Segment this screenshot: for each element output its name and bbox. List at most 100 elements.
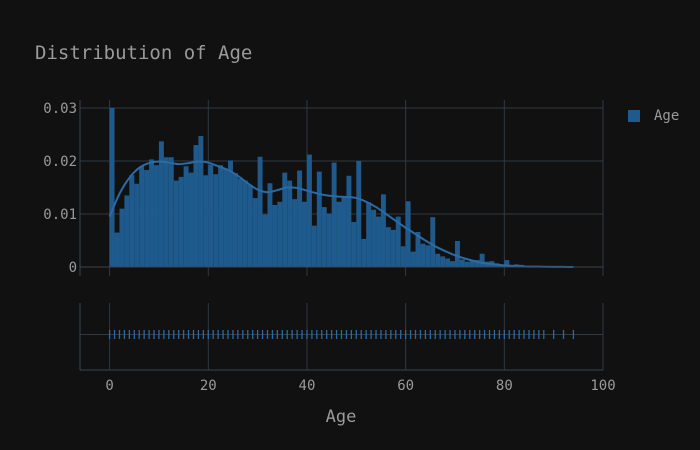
histogram-bar [124, 195, 130, 267]
histogram-bar [158, 141, 164, 267]
histogram-bar [499, 265, 505, 267]
histogram-bar [257, 156, 263, 267]
histogram-bar [400, 246, 406, 267]
histogram-bar [415, 232, 421, 267]
histogram-bar [237, 178, 243, 267]
histogram-bar [183, 166, 189, 267]
kde-line [108, 160, 574, 268]
histogram-bar [282, 172, 288, 267]
histogram-bar [228, 160, 233, 267]
legend[interactable]: Age [628, 108, 679, 124]
histogram-bar [474, 260, 480, 267]
histogram-bar [336, 201, 342, 267]
x-tick-label: 60 [397, 378, 414, 394]
histogram-bar [410, 251, 416, 267]
histogram-bar [163, 157, 169, 267]
x-tick-label: 20 [200, 378, 217, 394]
chart-title: Distribution of Age [35, 42, 253, 64]
histogram-bar [232, 173, 238, 267]
histogram-bar [302, 201, 307, 267]
x-axis-title: Age [326, 407, 357, 427]
histogram-bar [213, 174, 219, 267]
histogram-bar [129, 175, 135, 267]
histogram-bar [144, 169, 150, 267]
histogram-bar [134, 183, 140, 267]
histogram-bar [376, 216, 381, 267]
histogram-bar [277, 201, 283, 267]
histogram-bar [445, 258, 451, 267]
histogram-bar [223, 168, 229, 267]
histogram-bar [178, 176, 184, 267]
y-tick-label: 0 [69, 260, 77, 276]
histogram-bar [149, 159, 155, 267]
histogram-bar [316, 171, 322, 267]
histogram-bar [450, 261, 455, 267]
histogram-bars[interactable] [109, 107, 574, 267]
histogram-bar [208, 164, 214, 267]
histogram-bar [168, 157, 174, 267]
histogram-bar [119, 208, 125, 267]
histogram-bar [454, 241, 460, 267]
x-tick-label: 100 [590, 378, 615, 394]
histogram-bar [366, 202, 372, 267]
histogram-bar [306, 154, 312, 267]
histogram-bar [351, 221, 357, 267]
histogram-bar [435, 253, 441, 267]
histogram-bar [356, 160, 362, 267]
histogram-bar [405, 201, 411, 267]
histogram-bar [139, 166, 145, 267]
histogram-bar [469, 260, 475, 267]
histogram-bar [193, 145, 199, 267]
x-tick-label: 0 [105, 378, 113, 394]
x-tick-labels: 0 20 40 60 80 100 [105, 378, 615, 394]
histogram-bar [198, 136, 204, 267]
histogram-bar [321, 207, 327, 267]
histogram-bar [380, 194, 386, 267]
y-tick-label: 0.03 [43, 101, 77, 117]
histogram-bar [371, 209, 377, 267]
histogram-bar [173, 180, 179, 267]
legend-label-age: Age [654, 108, 680, 124]
legend-swatch-age [628, 110, 640, 122]
histogram-bar [341, 197, 347, 267]
histogram-bar [385, 227, 391, 267]
kde-curve[interactable] [108, 160, 574, 268]
y-tick-labels: 0 0.01 0.02 0.03 [43, 101, 77, 276]
y-tick-label: 0.02 [43, 154, 77, 170]
x-tick-label: 40 [299, 378, 316, 394]
histogram-bar [420, 243, 426, 267]
histogram-bar [297, 170, 303, 267]
histogram-bar [188, 172, 194, 267]
histogram-bar [459, 259, 465, 267]
histogram-bar [425, 245, 431, 267]
histogram-bar [252, 198, 258, 267]
histogram-bar [504, 260, 510, 267]
histogram-bar [267, 183, 273, 267]
y-tick-label: 0.01 [43, 207, 77, 223]
histogram-bar [395, 216, 401, 267]
histogram-bar [262, 214, 268, 267]
histogram-bar [430, 217, 436, 267]
histogram-bar [154, 165, 159, 267]
histogram-bar [114, 232, 120, 267]
histogram-bar [346, 175, 352, 267]
main-axes [79, 100, 603, 276]
histogram-bar [464, 261, 470, 267]
histogram-bar [109, 107, 115, 267]
histogram-bar [272, 204, 278, 267]
histogram-bar [218, 165, 224, 267]
histogram-bar [242, 180, 248, 267]
histogram-bar [292, 199, 298, 267]
histogram-bar [440, 256, 446, 267]
x-tick-label: 80 [496, 378, 513, 394]
histogram-bar [479, 253, 485, 267]
histogram-bar [311, 225, 317, 267]
histogram-bar [326, 213, 332, 267]
histogram-bar [247, 184, 253, 267]
histogram-bar [361, 238, 367, 267]
histogram-bar [390, 229, 396, 267]
rug-ticks[interactable] [108, 330, 575, 339]
histogram-bar [331, 162, 337, 267]
histogram-bar [203, 175, 209, 267]
